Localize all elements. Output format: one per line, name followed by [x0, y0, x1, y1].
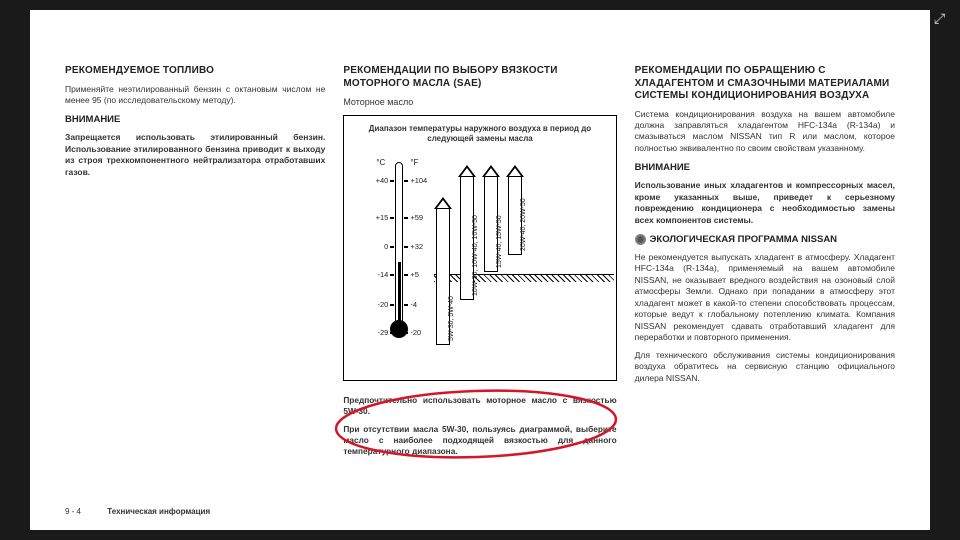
heading-attention-2: ВНИМАНИЕ — [635, 162, 895, 175]
viscosity-chart: Диапазон температуры наружного воздуха в… — [343, 115, 616, 381]
heading-eco: ЭКОЛОГИЧЕСКАЯ ПРОГРАММА NISSAN — [635, 234, 895, 247]
temp-c: -14 — [358, 270, 388, 280]
column-oil: РЕКОМЕНДАЦИИ ПО ВЫБОРУ ВЯЗКОСТИ МОТОРНОГ… — [343, 65, 616, 510]
oil-label: 20W-40, 20W-50 — [519, 198, 528, 251]
eco-icon — [635, 234, 646, 245]
text-ac-intro: Система кондиционирования воздуха на ваш… — [635, 109, 895, 155]
oil-label: 5W-30, 5W-40 — [447, 296, 456, 341]
subheading-oil: Моторное масло — [343, 96, 616, 108]
heading-oil: РЕКОМЕНДАЦИИ ПО ВЫБОРУ ВЯЗКОСТИ МОТОРНОГ… — [343, 65, 616, 90]
chart-area: °C °F +40+104+15+590+32-14+5-20-4-29-205… — [350, 150, 609, 370]
column-fuel: РЕКОМЕНДУЕМОЕ ТОПЛИВО Применяйте неэтили… — [65, 65, 325, 510]
text-fuel: Применяйте неэтилированный бензин с окта… — [65, 84, 325, 107]
page-number: 9 - 4 — [65, 507, 105, 516]
highlighted-note: Предпочтительно использовать моторное ма… — [343, 395, 616, 457]
manual-page: РЕКОМЕНДУЕМОЕ ТОПЛИВО Применяйте неэтили… — [30, 10, 930, 530]
temp-c: -20 — [358, 300, 388, 310]
section-title: Техническая информация — [107, 507, 210, 516]
thermometer-icon — [388, 162, 410, 347]
temp-c: +40 — [358, 176, 388, 186]
temp-f: +104 — [410, 176, 440, 186]
oil-label: 15W-40, 15W-50 — [495, 215, 504, 268]
heading-attention-1: ВНИМАНИЕ — [65, 114, 325, 127]
column-ac: РЕКОМЕНДАЦИИ ПО ОБРАЩЕНИЮ С ХЛАДАГЕНТОМ … — [635, 65, 895, 510]
annotation-circle-icon — [331, 387, 621, 462]
temp-c: +15 — [358, 213, 388, 223]
heading-ac: РЕКОМЕНДАЦИИ ПО ОБРАЩЕНИЮ С ХЛАДАГЕНТОМ … — [635, 65, 895, 103]
text-attention-2: Использование иных хладагентов и компрес… — [635, 180, 895, 226]
text-attention-1: Запрещается использовать этилированный б… — [65, 132, 325, 178]
text-eco-1: Не рекомендуется выпускать хладагент в а… — [635, 252, 895, 344]
temp-c: 0 — [358, 242, 388, 252]
temp-c: -29 — [358, 328, 388, 338]
unit-celsius: °C — [376, 158, 385, 169]
oil-label: 10W-30, 10W-40, 10W-50 — [471, 215, 480, 296]
unit-fahrenheit: °F — [410, 158, 418, 169]
text-eco-2: Для технического обслуживания системы ко… — [635, 350, 895, 384]
chart-title: Диапазон температуры наружного воздуха в… — [350, 124, 609, 144]
page-footer: 9 - 4 Техническая информация — [65, 507, 210, 516]
heading-fuel: РЕКОМЕНДУЕМОЕ ТОПЛИВО — [65, 65, 325, 78]
expand-icon[interactable]: ⤢ — [934, 10, 948, 24]
